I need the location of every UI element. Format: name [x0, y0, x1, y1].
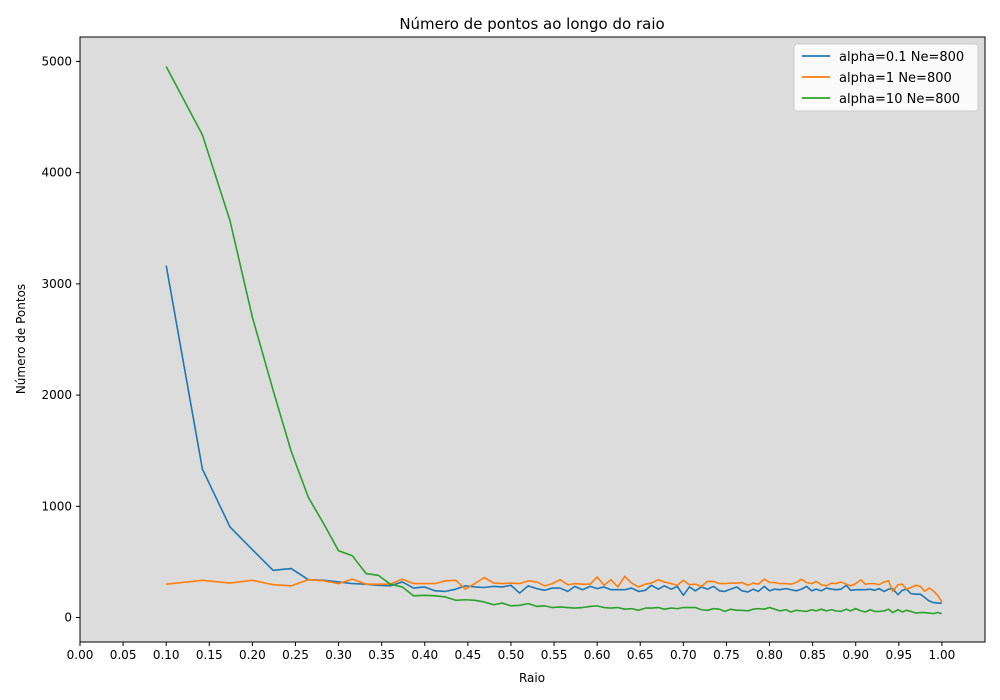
x-axis: 0.00 0.05 0.10 0.15 0.20 0.25 0.30 0.35 0.40 0.45… [67, 642, 956, 662]
x-tick-label: 0.35 [368, 648, 395, 662]
x-tick-label: 0.20 [239, 648, 266, 662]
series-layer [165, 66, 943, 615]
x-tick-label: 0.70 [670, 648, 697, 662]
legend-label-3: alpha=10 Ne=800 [839, 92, 960, 107]
chart-title: Número de pontos ao longo do raio [399, 15, 664, 33]
x-tick-label: 0.00 [67, 648, 94, 662]
x-tick-label: 0.65 [627, 648, 654, 662]
series-line-1 [165, 265, 942, 604]
x-tick-label: 0.30 [325, 648, 352, 662]
x-tick-label: 0.50 [498, 648, 525, 662]
x-tick-label: 0.75 [713, 648, 740, 662]
plot-area [80, 37, 985, 642]
x-tick-label: 0.85 [799, 648, 826, 662]
x-axis-label: Raio [519, 671, 545, 685]
legend-label-1: alpha=0.1 Ne=800 [839, 50, 964, 65]
x-tick-label: 0.05 [110, 648, 137, 662]
x-tick-label: 0.10 [153, 648, 180, 662]
series-line-2 [166, 575, 943, 603]
x-tick-label: 0.55 [541, 648, 568, 662]
x-tick-label: 0.15 [196, 648, 223, 662]
legend-label-2: alpha=1 Ne=800 [839, 71, 952, 86]
x-tick-label: 0.60 [584, 648, 611, 662]
x-tick-label: 0.80 [756, 648, 783, 662]
x-tick-label: 0.95 [885, 648, 912, 662]
y-axis: 0 1000 2000 3000 4000 5000 [41, 54, 80, 625]
y-tick-label: 1000 [41, 499, 72, 513]
x-tick-label: 0.45 [454, 648, 481, 662]
x-tick-label: 0.25 [282, 648, 309, 662]
series-line-3 [165, 66, 943, 615]
y-tick-label: 5000 [41, 54, 72, 68]
x-tick-label: 0.40 [411, 648, 438, 662]
y-tick-label: 0 [64, 611, 72, 625]
y-tick-label: 3000 [41, 277, 72, 291]
y-axis-label: Número de Pontos [14, 284, 28, 394]
x-tick-label: 0.90 [842, 648, 869, 662]
y-tick-label: 2000 [41, 388, 72, 402]
x-tick-label: 1.00 [929, 648, 956, 662]
y-tick-label: 4000 [41, 166, 72, 180]
legend: alpha=0.1 Ne=800 alpha=1 Ne=800 alpha=10 N… [793, 43, 979, 112]
legend-box [793, 43, 979, 112]
plot-frame [79, 36, 986, 643]
